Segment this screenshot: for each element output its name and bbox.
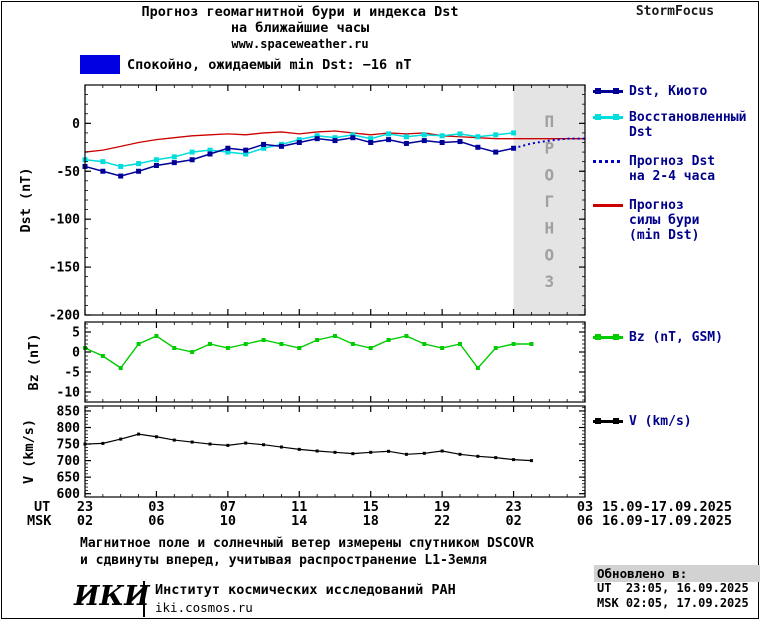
status-color-swatch [80,55,120,74]
svg-text:Н: Н [544,219,554,238]
v-line-swatch [593,418,623,424]
svg-text:Р: Р [544,139,554,158]
legend-item-storm-forecast: Прогноз силы бури (min Dst) [593,198,699,243]
legend-item-v: V (km/s) [593,414,692,429]
data-source-note-line1: Магнитное поле и солнечный ветер измерен… [80,536,534,551]
svg-text:02: 02 [505,513,521,529]
svg-text:18: 18 [363,513,379,529]
legend-item-forecast-dst: Прогноз Dst на 2-4 часа [593,154,715,184]
svg-text:-50: -50 [57,165,81,180]
legend-item-bz: Bz (nT, GSM) [593,330,723,345]
msk-date-range: 16.09-17.09.2025 [602,513,733,529]
svg-text:Dst (nT): Dst (nT) [18,167,34,232]
legend-storm-line3: (min Dst) [629,228,700,243]
legend-restored-label-line2: Dst [629,125,653,140]
ut-date-range: 15.09-17.09.2025 [602,499,733,515]
svg-text:06: 06 [148,513,164,529]
legend-storm-line2: силы бури [629,213,700,228]
svg-text:0: 0 [72,117,80,132]
svg-text:Г: Г [544,192,554,211]
dst-kyoto-line-swatch [593,88,623,94]
ut-row-label: UT [34,499,51,515]
legend-forecast-dst-line2: на 2-4 часа [629,169,716,184]
svg-text:19: 19 [434,499,450,515]
svg-text:11: 11 [291,499,307,515]
updated-header: Обновлено в: [594,565,760,582]
svg-text:600: 600 [57,487,81,502]
svg-text:-10: -10 [57,386,81,401]
bz-line-swatch [593,334,623,340]
legend-restored-label-line1: Восстановленный [629,110,747,125]
institute-site: iki.cosmos.ru [155,600,253,615]
legend-bz-label: Bz (nT, GSM) [629,330,723,345]
svg-text:П: П [544,112,554,131]
svg-text:06: 06 [577,513,593,529]
svg-text:23: 23 [77,499,93,515]
msk-row-label: MSK [27,513,52,529]
legend-storm-line1: Прогноз [629,198,684,213]
updated-ut: UT 23:05, 16.09.2025 [597,581,749,595]
status-text: Спокойно, ожидаемый min Dst: −16 nT [127,57,412,73]
svg-text:23: 23 [505,499,521,515]
svg-text:V (km/s): V (km/s) [21,419,37,484]
updated-msk: MSK 02:05, 17.09.2025 [597,596,749,610]
svg-text:10: 10 [220,513,236,529]
restored-dst-line-swatch [593,114,623,120]
svg-text:700: 700 [57,454,81,469]
legend-dst-kyoto-label: Dst, Киото [629,84,708,99]
svg-text:0: 0 [72,346,80,361]
legend-item-restored-dst: Восстановленный Dst [593,110,746,140]
svg-text:02: 02 [77,513,93,529]
logo-divider [143,581,145,617]
site-url: www.spaceweather.ru [231,37,369,51]
svg-text:-200: -200 [49,309,80,324]
data-source-note-line2: и сдвинуты вперед, учитывая распростране… [80,553,487,568]
svg-text:22: 22 [434,513,450,529]
svg-text:650: 650 [57,471,81,486]
svg-text:03: 03 [148,499,164,515]
svg-text:Bz (nT): Bz (nT) [26,334,42,391]
storm-forecast-line-swatch [593,204,623,207]
svg-text:15: 15 [363,499,379,515]
svg-text:850: 850 [57,404,81,419]
svg-text:З: З [544,272,554,291]
svg-text:-100: -100 [49,213,80,228]
svg-text:5: 5 [72,326,80,341]
svg-text:03: 03 [577,499,593,515]
svg-text:-150: -150 [49,261,80,276]
legend-item-dst-kyoto: Dst, Киото [593,84,707,99]
forecast-dst-line-swatch [593,160,623,163]
svg-text:800: 800 [57,421,81,436]
iki-logo: ИКИ [74,581,150,612]
svg-text:-5: -5 [64,366,80,381]
svg-text:О: О [544,245,554,264]
svg-text:О: О [544,165,554,184]
svg-text:750: 750 [57,438,81,453]
page-title: Прогноз геомагнитной бури и индекса Dst [141,4,459,20]
svg-text:14: 14 [291,513,307,529]
page-title-line2: на ближайшие часы [230,20,370,36]
svg-text:07: 07 [220,499,236,515]
brand-label: StormFocus [635,4,715,19]
legend-v-label: V (km/s) [629,414,692,429]
legend-forecast-dst-line1: Прогноз Dst [629,154,716,169]
institute-name: Институт космических исследований РАН [155,582,456,598]
